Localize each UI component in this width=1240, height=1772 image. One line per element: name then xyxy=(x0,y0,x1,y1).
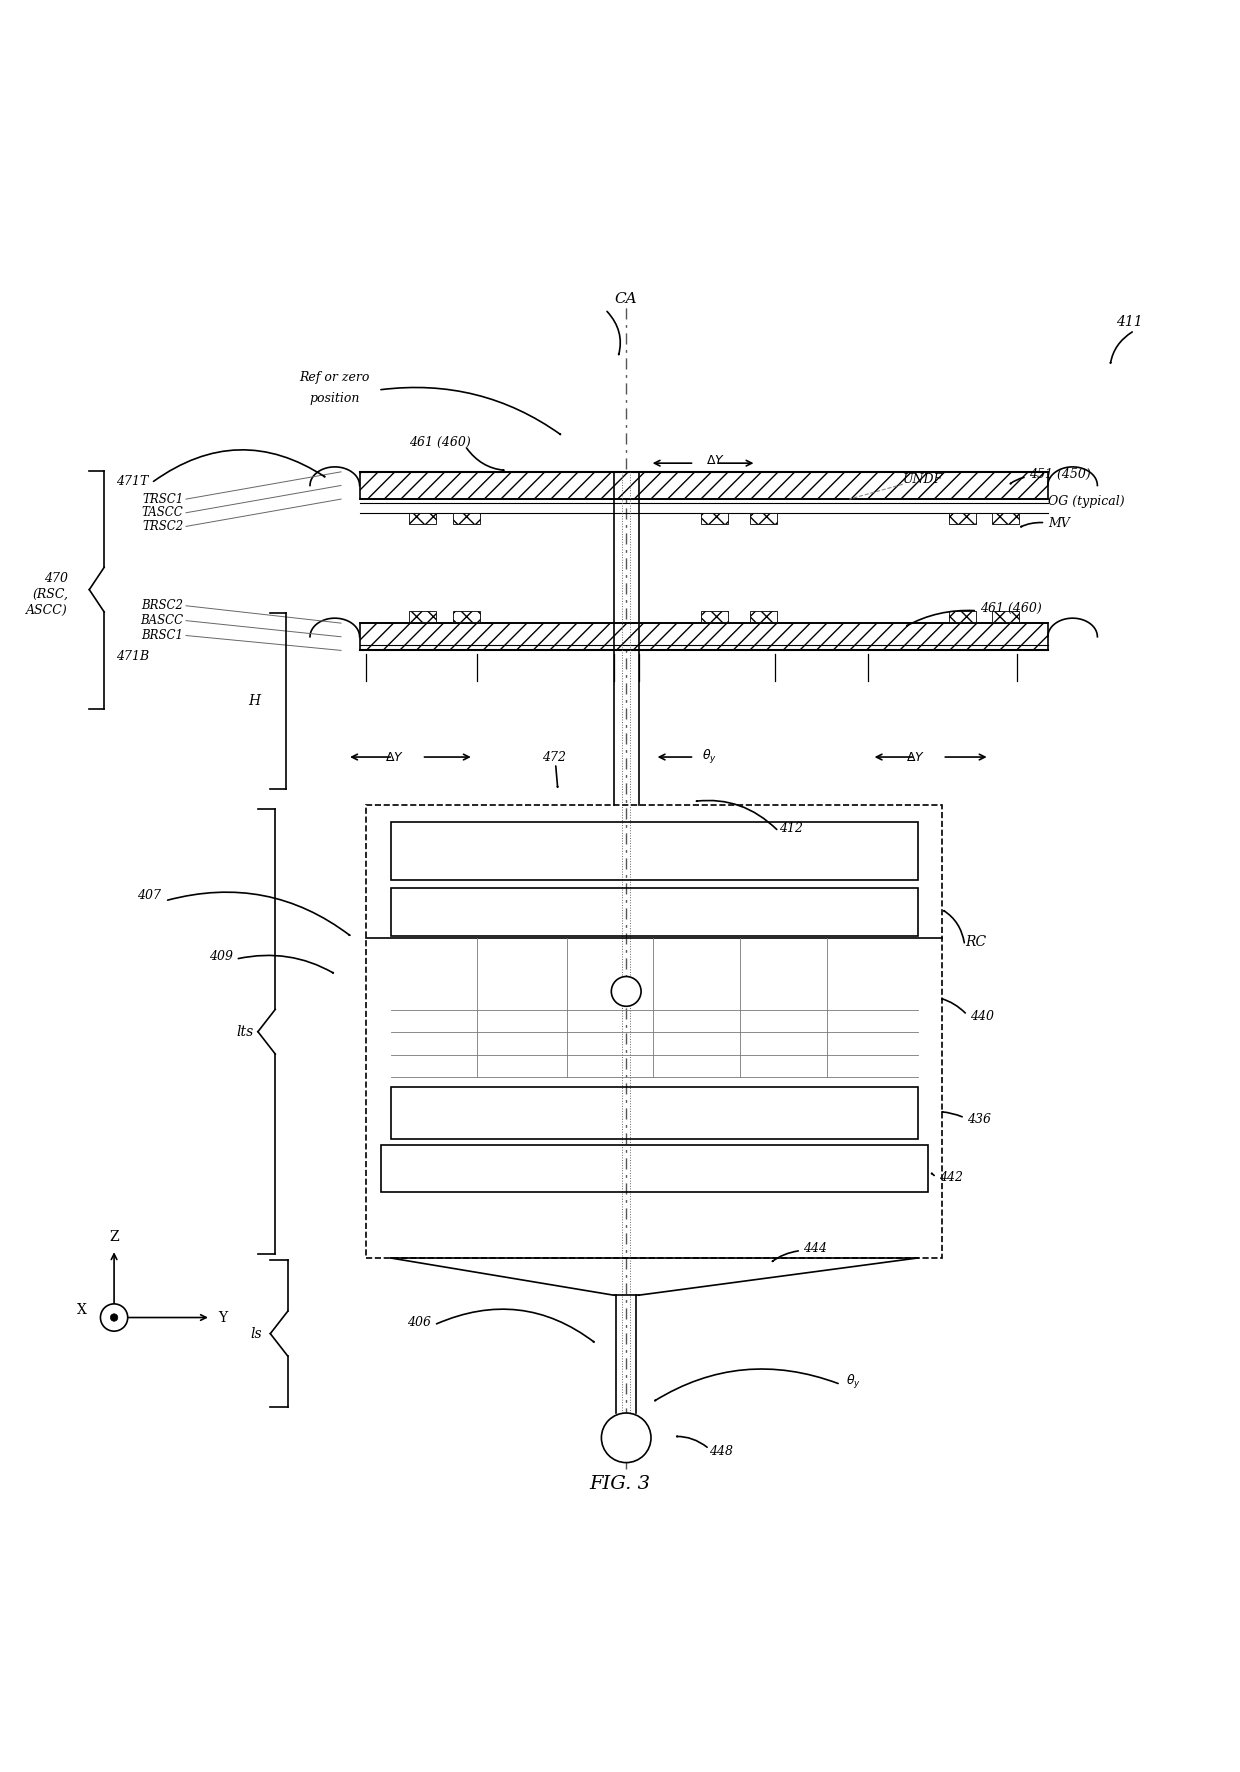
Bar xyxy=(453,611,480,622)
Bar xyxy=(750,611,777,622)
Text: 471B: 471B xyxy=(115,650,149,663)
Text: 448: 448 xyxy=(709,1444,733,1458)
Text: 472: 472 xyxy=(542,751,567,764)
Text: ls: ls xyxy=(250,1327,263,1341)
FancyArrowPatch shape xyxy=(1110,331,1132,363)
Bar xyxy=(366,806,942,1258)
Bar xyxy=(360,624,1048,650)
Text: 451 (450): 451 (450) xyxy=(1029,468,1091,480)
Text: 470: 470 xyxy=(45,572,68,585)
FancyArrowPatch shape xyxy=(154,450,325,482)
Text: 442: 442 xyxy=(939,1171,962,1184)
Text: TRSC2: TRSC2 xyxy=(143,519,184,533)
Bar xyxy=(453,512,480,525)
Bar xyxy=(360,471,1048,500)
Bar xyxy=(701,512,728,525)
FancyArrowPatch shape xyxy=(773,1251,799,1262)
Bar xyxy=(701,611,728,622)
Text: Z: Z xyxy=(109,1230,119,1244)
Text: CA: CA xyxy=(615,292,637,307)
Bar xyxy=(949,512,976,525)
FancyArrowPatch shape xyxy=(942,999,965,1014)
Bar xyxy=(992,512,1019,525)
FancyArrowPatch shape xyxy=(697,801,776,829)
Text: X: X xyxy=(77,1302,87,1317)
Text: 411: 411 xyxy=(1116,315,1142,330)
Bar xyxy=(391,1086,918,1139)
Bar xyxy=(381,1145,928,1193)
Text: $\theta_y$: $\theta_y$ xyxy=(846,1373,861,1391)
Bar xyxy=(409,611,436,622)
FancyArrowPatch shape xyxy=(381,388,560,434)
Text: TASCC: TASCC xyxy=(141,507,184,519)
FancyArrowPatch shape xyxy=(1021,523,1043,526)
Bar xyxy=(409,512,436,525)
Text: 436: 436 xyxy=(967,1113,991,1125)
Bar xyxy=(992,611,1019,622)
Text: MV: MV xyxy=(1048,517,1070,530)
FancyArrowPatch shape xyxy=(931,1173,934,1175)
FancyArrowPatch shape xyxy=(608,312,620,354)
Text: RC: RC xyxy=(965,936,986,948)
FancyArrowPatch shape xyxy=(1011,477,1024,484)
Text: (RSC,: (RSC, xyxy=(32,588,68,601)
Text: FIG. 3: FIG. 3 xyxy=(589,1474,651,1492)
Text: 444: 444 xyxy=(804,1242,827,1255)
Text: 409: 409 xyxy=(210,950,233,964)
Circle shape xyxy=(110,1313,118,1322)
Text: BASCC: BASCC xyxy=(140,615,184,627)
Text: Ref or zero: Ref or zero xyxy=(300,370,370,385)
FancyArrowPatch shape xyxy=(556,766,558,787)
Text: 461 (460): 461 (460) xyxy=(409,436,471,448)
Text: BRSC1: BRSC1 xyxy=(141,629,184,641)
Text: 440: 440 xyxy=(970,1010,993,1022)
FancyArrowPatch shape xyxy=(677,1435,707,1448)
Text: $\Delta Y$: $\Delta Y$ xyxy=(706,454,725,468)
Text: lts: lts xyxy=(237,1024,254,1038)
FancyArrowPatch shape xyxy=(944,911,965,943)
Text: Y: Y xyxy=(218,1311,228,1324)
FancyArrowPatch shape xyxy=(436,1310,594,1341)
Text: 471T: 471T xyxy=(117,475,149,489)
Circle shape xyxy=(601,1412,651,1462)
FancyArrowPatch shape xyxy=(942,1111,962,1116)
Text: 412: 412 xyxy=(779,822,802,835)
Text: ASCC): ASCC) xyxy=(26,604,68,617)
FancyArrowPatch shape xyxy=(238,955,334,973)
Text: OG (typical): OG (typical) xyxy=(1048,494,1125,509)
Text: 461 (460): 461 (460) xyxy=(980,602,1042,615)
Bar xyxy=(391,888,918,936)
Text: position: position xyxy=(310,392,360,406)
Text: $\Delta Y$: $\Delta Y$ xyxy=(384,751,404,764)
Text: H: H xyxy=(248,695,260,709)
Bar xyxy=(750,512,777,525)
Circle shape xyxy=(100,1304,128,1331)
Circle shape xyxy=(611,976,641,1006)
Bar xyxy=(391,822,918,881)
Text: $\Delta Y$: $\Delta Y$ xyxy=(905,751,925,764)
Text: 406: 406 xyxy=(408,1317,432,1329)
Text: TRSC1: TRSC1 xyxy=(143,493,184,505)
FancyArrowPatch shape xyxy=(167,891,350,936)
Text: BRSC2: BRSC2 xyxy=(141,599,184,613)
FancyArrowPatch shape xyxy=(906,610,975,626)
Bar xyxy=(949,611,976,622)
Text: $\theta_y$: $\theta_y$ xyxy=(702,748,717,766)
FancyArrowPatch shape xyxy=(655,1370,838,1400)
Text: 407: 407 xyxy=(138,890,161,902)
Text: UNDF: UNDF xyxy=(903,473,942,486)
FancyArrowPatch shape xyxy=(466,448,503,470)
